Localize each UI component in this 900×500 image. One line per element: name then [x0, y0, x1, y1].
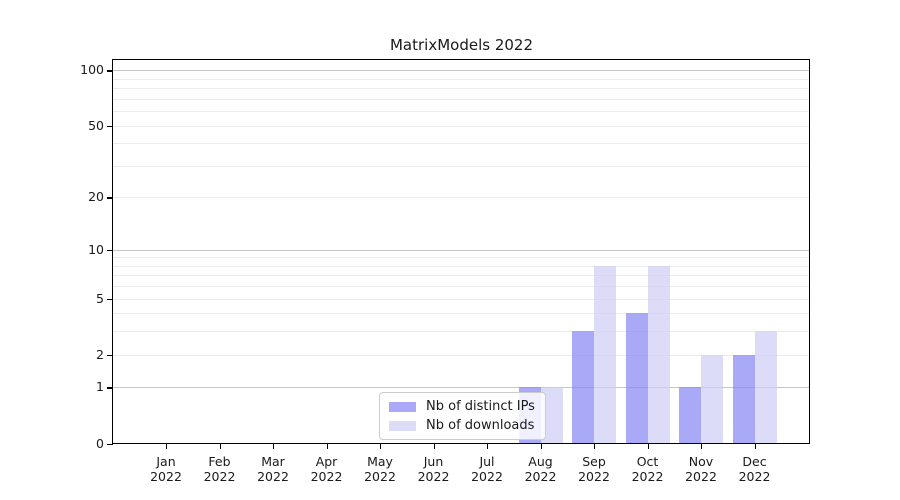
minor-gridline [113, 78, 810, 80]
x-tick-mark [540, 444, 542, 449]
y-tick-mark [106, 125, 113, 127]
bar-ips-nov [679, 387, 701, 444]
bar-downloads-nov [701, 354, 723, 444]
y-tick-label: 100 [80, 62, 104, 78]
y-tick-label: 10 [88, 241, 104, 257]
bar-ips-oct [625, 313, 648, 444]
minor-gridline [113, 313, 810, 315]
legend-label: Nb of downloads [426, 418, 535, 433]
minor-gridline [113, 275, 810, 277]
legend-item-distinct-ips: Nb of distinct IPs [389, 399, 535, 414]
minor-gridline [113, 165, 810, 167]
x-tick-label: Feb 2022 [203, 453, 236, 484]
x-tick-mark [219, 444, 221, 449]
minor-gridline [113, 331, 810, 333]
bar-downloads-aug [540, 387, 563, 444]
y-tick-label: 1 [96, 379, 104, 395]
x-tick-mark [326, 444, 328, 449]
x-tick-label: Mar 2022 [257, 453, 289, 484]
x-tick-mark [380, 444, 382, 449]
minor-gridline [113, 265, 810, 267]
bar-downloads-oct [647, 265, 670, 444]
minor-gridline [113, 125, 810, 127]
y-tick-mark [106, 298, 113, 300]
downloads-color-swatch [389, 420, 416, 431]
minor-gridline [113, 88, 810, 90]
x-tick-mark [647, 444, 649, 449]
x-tick-label: Jul 2022 [471, 453, 503, 484]
minor-gridline [113, 298, 810, 300]
major-gridline [113, 70, 810, 72]
x-tick-label: Aug 2022 [524, 453, 557, 484]
bar-ips-sep [572, 331, 594, 444]
y-tick-label: 0 [96, 435, 104, 451]
major-gridline [113, 249, 810, 251]
x-tick-mark [273, 444, 275, 449]
legend-item-downloads: Nb of downloads [389, 418, 535, 433]
x-tick-label: Nov 2022 [685, 453, 717, 484]
x-tick-label: Dec 2022 [738, 453, 771, 484]
y-tick-mark [106, 249, 113, 251]
minor-gridline [113, 143, 810, 145]
x-tick-label: Sep 2022 [578, 453, 610, 484]
x-tick-label: Oct 2022 [631, 453, 664, 484]
minor-gridline [113, 197, 810, 199]
x-tick-label: Apr 2022 [310, 453, 343, 484]
chart-title: MatrixModels 2022 [389, 36, 534, 54]
y-tick-mark [106, 70, 113, 72]
bar-downloads-sep [594, 265, 616, 444]
x-tick-label: Jan 2022 [150, 453, 182, 484]
x-tick-label: May 2022 [364, 453, 396, 484]
y-tick-label: 50 [88, 117, 104, 133]
minor-gridline [113, 257, 810, 259]
legend: Nb of distinct IPs Nb of downloads [379, 392, 546, 440]
minor-gridline [113, 286, 810, 288]
y-tick-mark [106, 387, 113, 389]
y-tick-label: 5 [96, 290, 104, 306]
x-tick-mark [594, 444, 596, 449]
y-tick-mark [106, 197, 113, 199]
y-tick-label: 20 [88, 189, 104, 205]
x-tick-label: Jun 2022 [417, 453, 450, 484]
ips-color-swatch [389, 401, 416, 412]
bar-ips-dec [732, 354, 755, 444]
x-tick-mark [487, 444, 489, 449]
y-tick-mark [106, 443, 113, 445]
bar-downloads-dec [754, 331, 777, 444]
minor-gridline [113, 98, 810, 100]
x-tick-mark [701, 444, 703, 449]
y-tick-label: 2 [96, 346, 104, 362]
x-tick-mark [433, 444, 435, 449]
minor-gridline [113, 111, 810, 113]
y-tick-mark [106, 354, 113, 356]
x-tick-mark [754, 444, 756, 449]
legend-label: Nb of distinct IPs [426, 399, 535, 414]
x-tick-mark [166, 444, 168, 449]
